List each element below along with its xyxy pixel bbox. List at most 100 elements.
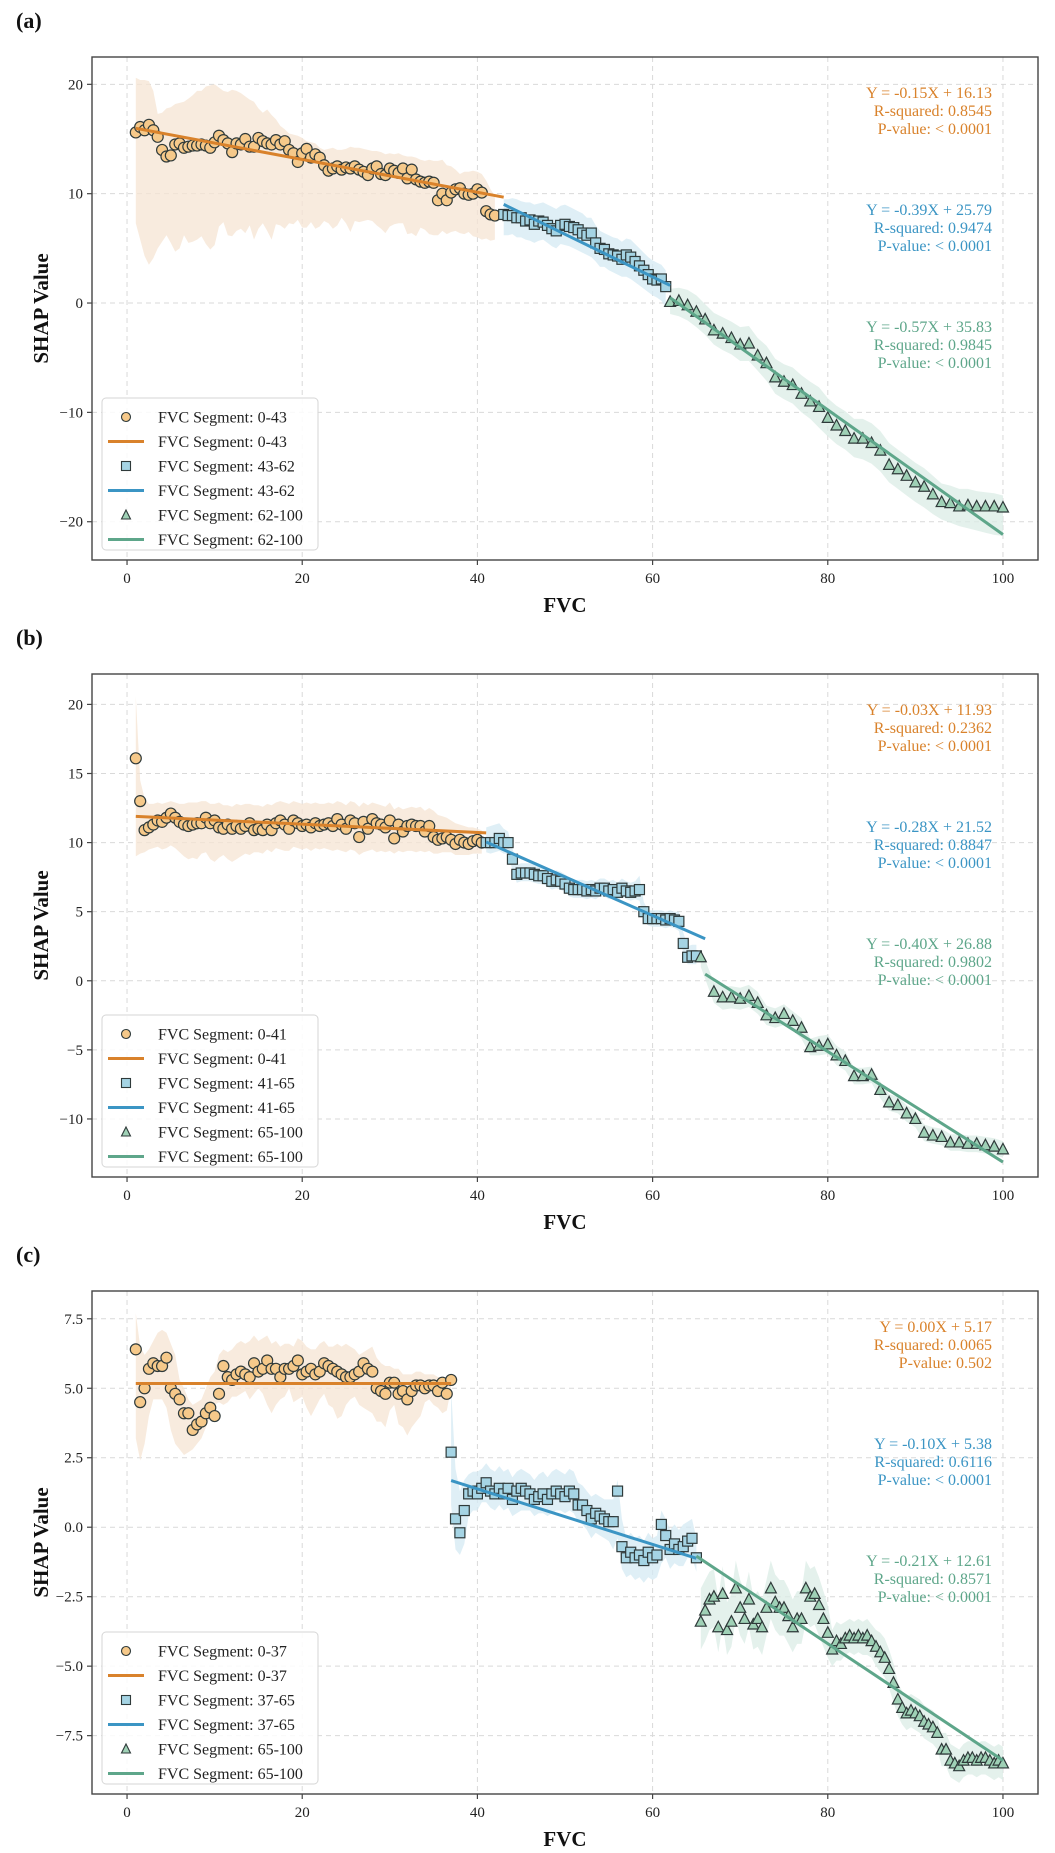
panel-label-c: (c) bbox=[16, 1242, 41, 1267]
data-point-triangle bbox=[935, 1129, 949, 1143]
data-point-triangle bbox=[738, 1611, 752, 1625]
data-point-triangle bbox=[777, 1600, 791, 1613]
data-point-square bbox=[611, 1485, 624, 1497]
legend-label: FVC Segment: 0-43 bbox=[158, 410, 287, 427]
x-axis-title: FVC bbox=[543, 593, 586, 617]
y-axis-title: SHAP Value bbox=[29, 253, 53, 363]
data-point-triangle bbox=[935, 494, 949, 508]
fit-line-1 bbox=[135, 814, 487, 835]
legend-marker-triangle bbox=[120, 508, 132, 520]
fit-line-2 bbox=[450, 1479, 697, 1560]
data-point-circle bbox=[134, 795, 147, 808]
legend-box bbox=[101, 1631, 319, 1785]
data-point-circle bbox=[366, 1365, 379, 1378]
x-tick-label: 100 bbox=[992, 1805, 1015, 1821]
regression-annotation-3: Y = -0.57X + 35.83R-squared: 0.9845P-val… bbox=[866, 319, 992, 372]
axes-frame bbox=[91, 673, 1039, 1178]
annotation-line: R-squared: 0.8847 bbox=[874, 837, 992, 854]
data-point-circle bbox=[388, 832, 401, 845]
annotation-line: Y = -0.39X + 25.79 bbox=[866, 202, 992, 219]
data-point-circle bbox=[217, 1359, 230, 1373]
data-point-square bbox=[445, 1446, 457, 1458]
legend-label: FVC Segment: 37-65 bbox=[158, 1693, 295, 1710]
data-point-triangle bbox=[873, 1082, 887, 1096]
data-point-triangle bbox=[878, 1650, 892, 1663]
x-tick-label: 20 bbox=[295, 571, 310, 587]
data-point-triangle bbox=[812, 1597, 826, 1611]
annotation-line: Y = -0.57X + 35.83 bbox=[866, 319, 992, 336]
fit-line-3 bbox=[704, 972, 1004, 1164]
data-point-circle bbox=[208, 1409, 221, 1423]
annotation-line: R-squared: 0.6116 bbox=[874, 1454, 992, 1471]
annotation-line: Y = -0.28X + 21.52 bbox=[866, 819, 992, 836]
x-tick-label: 100 bbox=[992, 1188, 1015, 1204]
data-point-triangle bbox=[996, 1756, 1010, 1769]
data-point-triangle bbox=[716, 1586, 730, 1600]
data-point-circle bbox=[160, 1351, 173, 1364]
data-point-triangle bbox=[764, 1581, 778, 1594]
legend-label: FVC Segment: 41-65 bbox=[158, 1100, 295, 1117]
data-point-circle bbox=[405, 163, 418, 176]
data-point-circle bbox=[440, 1387, 453, 1400]
y-tick-label: 20 bbox=[68, 697, 83, 713]
y-tick-label: −10 bbox=[60, 405, 83, 421]
y-tick-label: 0 bbox=[76, 296, 84, 312]
legend-label: FVC Segment: 0-41 bbox=[158, 1051, 287, 1068]
data-point-triangle bbox=[803, 1039, 817, 1053]
y-tick-label: 0.0 bbox=[64, 1520, 83, 1536]
legend-label: FVC Segment: 65-100 bbox=[158, 1742, 303, 1759]
legend-box bbox=[101, 1014, 319, 1168]
x-tick-label: 40 bbox=[470, 1805, 485, 1821]
data-point-square bbox=[458, 1504, 470, 1517]
annotation-line: P-value: < 0.0001 bbox=[878, 355, 992, 372]
y-tick-label: 10 bbox=[68, 836, 83, 852]
annotation-line: R-squared: 0.8545 bbox=[874, 103, 992, 120]
x-tick-label: 60 bbox=[645, 571, 660, 587]
scatter-series-2 bbox=[445, 1446, 702, 1567]
annotation-line: P-value: < 0.0001 bbox=[878, 121, 992, 138]
data-point-triangle bbox=[694, 949, 708, 963]
x-axis-title: FVC bbox=[543, 1827, 586, 1851]
x-tick-label: 60 bbox=[645, 1805, 660, 1821]
x-tick-label: 0 bbox=[123, 571, 131, 587]
regression-annotation-3: Y = -0.40X + 26.88R-squared: 0.9802P-val… bbox=[866, 936, 992, 989]
data-point-triangle bbox=[900, 468, 914, 481]
data-point-triangle bbox=[821, 1037, 835, 1050]
y-tick-label: −5.0 bbox=[56, 1659, 83, 1675]
legend-marker-circle bbox=[120, 1028, 132, 1040]
scatter-series-1 bbox=[129, 1343, 458, 1437]
data-point-triangle bbox=[799, 1581, 813, 1594]
data-point-triangle bbox=[720, 1622, 734, 1636]
regression-annotation-3: Y = -0.21X + 12.61R-squared: 0.8571P-val… bbox=[866, 1553, 992, 1606]
legend-label: FVC Segment: 0-37 bbox=[158, 1668, 287, 1685]
y-tick-label: 5.0 bbox=[64, 1381, 83, 1397]
chart-c: 0 20 40 60 80 100 7.5 5.0 2.5 0.0 −2.5 −5.0 −7.5 FVC S… bbox=[29, 1290, 1039, 1851]
legend-label: FVC Segment: 37-65 bbox=[158, 1717, 295, 1734]
legend: FVC Segment: 0-43 FVC Segment: 0-43 FVC Se… bbox=[101, 397, 319, 551]
legend-marker-square bbox=[120, 1694, 132, 1706]
data-point-triangle bbox=[847, 431, 861, 444]
data-point-square bbox=[607, 1516, 619, 1528]
legend-label: FVC Segment: 41-65 bbox=[158, 1076, 295, 1093]
data-point-square bbox=[633, 883, 646, 896]
data-point-triangle bbox=[742, 1592, 756, 1605]
data-point-triangle bbox=[996, 1142, 1010, 1155]
annotation-line: P-value: < 0.0001 bbox=[878, 972, 992, 989]
data-point-triangle bbox=[786, 1619, 800, 1633]
fit-line-2 bbox=[485, 840, 706, 941]
data-point-triangle bbox=[830, 418, 844, 431]
legend-label: FVC Segment: 43-62 bbox=[158, 483, 295, 500]
data-point-triangle bbox=[751, 1611, 765, 1625]
data-point-triangle bbox=[694, 1614, 708, 1627]
regression-annotation-2: Y = -0.39X + 25.79R-squared: 0.9474P-val… bbox=[866, 202, 992, 255]
data-point-triangle bbox=[711, 1619, 725, 1633]
data-point-triangle bbox=[724, 990, 738, 1003]
data-point-triangle bbox=[891, 1692, 905, 1705]
fit-line-2 bbox=[503, 203, 671, 287]
annotation-line: R-squared: 0.2362 bbox=[874, 720, 992, 737]
data-point-triangle bbox=[917, 479, 931, 492]
data-point-circle bbox=[129, 1343, 142, 1356]
y-tick-label: 20 bbox=[68, 77, 83, 93]
data-point-triangle bbox=[987, 499, 1001, 512]
confidence-band-1 bbox=[135, 1313, 452, 1461]
